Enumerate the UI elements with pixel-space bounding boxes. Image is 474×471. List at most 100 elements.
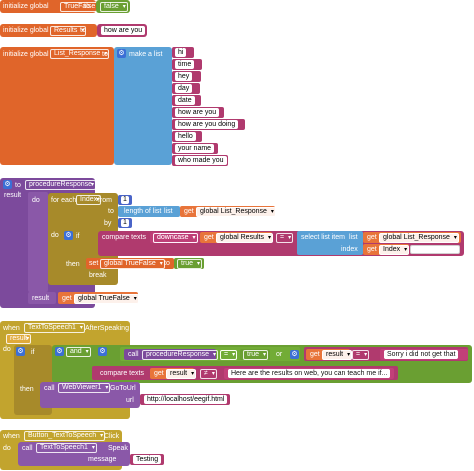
var-dropdown[interactable]: global List_Response <box>379 233 459 243</box>
event-label: AfterSpeaking <box>85 325 129 332</box>
operator-dropdown[interactable]: = <box>352 350 370 360</box>
list-item-text[interactable]: how are you <box>172 107 224 118</box>
testing-text-block[interactable]: Testing <box>130 454 164 465</box>
when-label: when <box>3 325 20 332</box>
component-dropdown[interactable]: TextToSpeech1 <box>24 323 85 333</box>
get-label: get <box>204 234 214 241</box>
var-dropdown[interactable]: global Results <box>216 233 273 243</box>
var-name-dropdown[interactable]: List_Response <box>50 49 110 59</box>
list-item-text[interactable]: time <box>172 59 202 70</box>
var-dropdown[interactable]: result <box>322 350 353 360</box>
param-chip[interactable]: result <box>6 334 32 344</box>
number-block[interactable]: 1 <box>118 218 132 228</box>
var-name-dropdown[interactable]: Results <box>50 26 87 36</box>
get-list-block[interactable]: get global List_Response <box>180 206 276 217</box>
results-web-text-block[interactable]: Here are the results on web, you can tea… <box>224 368 394 379</box>
text-value[interactable]: time <box>175 60 195 69</box>
list-item-text[interactable]: how are you doing <box>172 119 245 130</box>
false-dropdown[interactable]: false <box>100 2 128 12</box>
var-dropdown[interactable]: global List_Response <box>196 207 276 217</box>
and-dropdown[interactable]: and <box>66 347 91 357</box>
text-value[interactable]: how are you <box>175 108 220 117</box>
number-value[interactable]: 1 <box>121 219 129 227</box>
downcase-block[interactable]: downcase <box>150 232 200 243</box>
true-block[interactable]: true <box>240 349 270 360</box>
get-list-block[interactable]: get global List_Response <box>363 232 461 243</box>
text-value[interactable]: hello <box>175 132 196 141</box>
text-value[interactable]: Sorry i did not get that <box>384 350 459 359</box>
method-label: GoToUrl <box>110 385 136 392</box>
false-block[interactable]: false <box>96 0 130 13</box>
list-item-text[interactable]: hello <box>172 131 202 142</box>
list-item-text[interactable]: hi <box>172 47 194 58</box>
list-item-text[interactable]: hey <box>172 71 201 82</box>
true-dropdown[interactable]: true <box>243 350 269 360</box>
text-value[interactable]: who made you <box>175 156 227 165</box>
url-text-block[interactable]: http://localhost/eegif.html <box>140 394 230 405</box>
text-value[interactable]: how are you <box>101 26 146 35</box>
gear-icon[interactable]: ⚙ <box>117 49 126 58</box>
do-label: do <box>32 197 40 204</box>
gear-icon[interactable]: ⚙ <box>16 347 25 356</box>
init-label: initialize global <box>3 27 49 34</box>
component-dropdown[interactable]: TextToSpeech1 <box>36 443 97 453</box>
text-value[interactable]: day <box>175 84 193 93</box>
select-list-item-block[interactable]: select list item list index <box>297 231 363 255</box>
var-dropdown[interactable]: Index <box>379 245 410 255</box>
get-result-block[interactable]: get result <box>150 368 197 379</box>
get-index-block[interactable]: get Index <box>363 244 410 255</box>
text-value[interactable]: date <box>175 96 195 105</box>
component-dropdown[interactable]: Button_TextToSpeech <box>24 431 106 441</box>
var-dropdown[interactable]: result <box>166 369 197 379</box>
text-value[interactable]: http://localhost/eegif.html <box>144 395 228 404</box>
then-label: then <box>66 261 80 268</box>
var-dropdown[interactable]: global TrueFalse <box>100 259 165 269</box>
text-value[interactable]: how are you doing <box>175 120 239 129</box>
component-dropdown[interactable]: WebViewer1 <box>58 383 111 393</box>
list-item-text[interactable]: your name <box>172 143 218 154</box>
length-of-list-block[interactable]: length of list list <box>118 206 180 217</box>
text-value[interactable]: Testing <box>133 455 162 464</box>
text-value[interactable]: your name <box>175 144 215 153</box>
procedure-dropdown[interactable]: procedureResponse <box>142 350 219 360</box>
operator-dropdown[interactable]: = <box>276 233 294 243</box>
var-dropdown[interactable]: global TrueFalse <box>74 294 139 304</box>
procedure-name-field[interactable]: procedureResponse <box>25 180 97 190</box>
get-truefalse-block[interactable]: get global TrueFalse <box>58 292 139 304</box>
number-block[interactable]: 1 <box>118 195 132 205</box>
number-value[interactable]: 1 <box>121 196 129 204</box>
operator-dropdown[interactable]: = <box>220 350 238 360</box>
get-results-block[interactable]: get global Results <box>200 232 273 243</box>
init-list-response-block[interactable]: initialize global List_Response to <box>0 47 114 165</box>
procedure-body: do <box>28 192 48 292</box>
gear-icon[interactable]: ⚙ <box>3 180 12 189</box>
true-dropdown[interactable]: true <box>177 259 203 269</box>
init-truefalse-block[interactable]: initialize global TrueFalse to <box>0 0 105 13</box>
list-item-text[interactable]: date <box>172 95 201 106</box>
break-block[interactable]: break <box>86 270 112 281</box>
gear-icon[interactable]: ⚙ <box>98 347 107 356</box>
init-results-block[interactable]: initialize global Results to <box>0 24 97 37</box>
operator-dropdown[interactable]: ≠ <box>200 369 217 379</box>
text-value[interactable]: hey <box>175 72 193 81</box>
call-webviewer-block[interactable]: call WebViewer1 GoToUrl url <box>40 382 140 408</box>
set-block[interactable]: set global TrueFalse to <box>86 258 174 269</box>
gear-icon[interactable]: ⚙ <box>290 350 299 359</box>
call-speak-block[interactable]: call TextToSpeech1 Speak message <box>18 442 130 466</box>
make-a-list-block[interactable]: ⚙ make a list <box>114 47 172 165</box>
call-procedure-block[interactable]: call procedureResponse <box>124 349 219 360</box>
list-item-text[interactable]: who made you <box>172 155 228 166</box>
compare-label: compare texts <box>102 234 146 241</box>
get-result-block[interactable]: get result <box>306 349 353 360</box>
true-block[interactable]: true <box>174 258 204 269</box>
text-block[interactable]: how are you <box>97 24 147 37</box>
sorry-text-block[interactable]: Sorry i did not get that <box>380 349 468 360</box>
empty-slot[interactable] <box>410 245 460 254</box>
gear-icon[interactable]: ⚙ <box>55 347 64 356</box>
loop-var-field[interactable]: Index <box>76 195 102 205</box>
list-item-text[interactable]: day <box>172 83 200 94</box>
gear-icon[interactable]: ⚙ <box>64 231 73 240</box>
text-value[interactable]: Here are the results on web, you can tea… <box>228 369 391 378</box>
downcase-dropdown[interactable]: downcase <box>153 233 198 243</box>
text-value[interactable]: hi <box>175 48 187 57</box>
